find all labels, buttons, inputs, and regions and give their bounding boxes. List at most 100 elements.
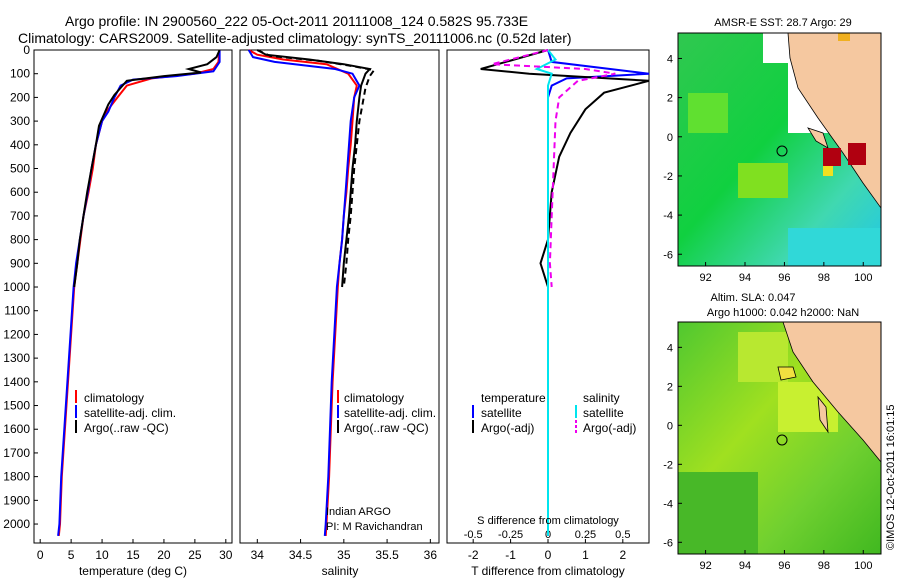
sla-map-title: Altim. SLA: 0.047	[711, 292, 796, 304]
sumatra-land	[782, 322, 881, 463]
salinity-x-label: salinity	[322, 564, 359, 578]
depth-tick-label: 400	[10, 138, 30, 152]
s-tick-label: 0.5	[615, 529, 630, 541]
x-tick-label: 1	[582, 548, 589, 562]
legend-satellite-label: satellite-adj. clim.	[84, 406, 176, 420]
lat-tick-label: -2	[663, 171, 673, 183]
series-line	[480, 49, 650, 288]
legend-temperature-heading: temperature	[481, 391, 546, 405]
figure-title-line2: Climatology: CARS2009. Satellite-adjuste…	[18, 30, 572, 46]
lon-tick-label: 92	[699, 272, 711, 284]
s-tick-label: -0.25	[498, 529, 523, 541]
s-tick-label: -0.5	[464, 529, 483, 541]
depth-tick-label: 600	[10, 185, 30, 199]
depth-tick-label: 1400	[3, 375, 30, 389]
lat-tick-label: 4	[667, 53, 673, 65]
depth-tick-label: 1600	[3, 422, 30, 436]
series-line	[256, 49, 376, 288]
x-tick-label: 0	[37, 548, 44, 562]
lat-tick-label: 0	[667, 420, 673, 432]
salinity-panel: 34 34.5 35 35.5 36 salinity climatology sate…	[239, 49, 440, 578]
lon-tick-label: 98	[818, 560, 830, 572]
series-line	[57, 50, 221, 537]
depth-tick-label: 1700	[3, 446, 30, 460]
sst-map-axes: 92 94 96 98 100 4 2 0 -2 -4 -6	[663, 53, 872, 284]
sst-hot-pixel	[838, 33, 850, 41]
series-line	[247, 49, 361, 536]
depth-tick-label: 1000	[3, 280, 30, 294]
s-tick-label: 0.25	[575, 529, 596, 541]
depth-axis: 0 100 200 300 400 500 600 700 800 900 1000 1100 1200…	[3, 43, 38, 531]
series-line	[73, 49, 221, 288]
depth-tick-label: 200	[10, 90, 30, 104]
lon-tick-label: 92	[699, 560, 711, 572]
depth-tick-label: 1100	[4, 304, 30, 318]
lat-tick-label: 2	[667, 93, 673, 105]
x-tick-label: 30	[219, 548, 233, 562]
lon-tick-label: 100	[854, 560, 872, 572]
operator-label: Indian ARGO	[326, 506, 391, 518]
temperature-x-axis: 0 5 10 15 20 25 30	[37, 539, 233, 562]
imos-timestamp: ©IMOS 12-Oct-2011 16:01:15	[885, 405, 897, 550]
depth-tick-label: 900	[10, 256, 30, 270]
legend-t-satellite-label: satellite	[481, 406, 522, 420]
depth-tick-label: 1300	[3, 351, 30, 365]
lon-tick-label: 98	[818, 272, 830, 284]
temperature-x-label: temperature (deg C)	[79, 564, 187, 578]
series-line	[248, 49, 358, 536]
series-line	[57, 49, 221, 537]
lat-tick-label: 2	[667, 381, 673, 393]
series-line	[491, 49, 616, 288]
depth-tick-label: 1500	[3, 399, 30, 413]
x-tick-label: 25	[188, 548, 202, 562]
sst-hot-pixel	[823, 166, 833, 176]
legend-t-argo-label: Argo(-adj)	[481, 421, 534, 435]
lon-tick-label: 100	[854, 272, 872, 284]
island-land	[817, 395, 829, 434]
legend-argo-label: Argo(..raw -QC)	[344, 421, 429, 435]
x-tick-label: 35	[337, 548, 351, 562]
x-tick-label: 35.5	[375, 548, 399, 562]
t-difference-x-axis: -2 -1 0 1 2	[468, 539, 626, 562]
legend-salinity-heading: salinity	[583, 391, 620, 405]
sst-map-frame	[677, 32, 882, 267]
series-line	[534, 49, 558, 536]
sst-map-title: AMSR-E SST: 28.7 Argo: 29	[714, 17, 852, 29]
argo-position-marker	[776, 145, 788, 157]
sla-map-area	[678, 322, 881, 554]
lat-tick-label: -6	[663, 537, 673, 549]
pi-label: PI: M Ravichandran	[326, 521, 423, 533]
depth-tick-label: 2000	[3, 517, 30, 531]
s-difference-x-label: S difference from climatology	[477, 515, 619, 527]
x-tick-label: 2	[619, 548, 626, 562]
legend-climatology-label: climatology	[344, 391, 404, 405]
legend-s-satellite-label: satellite	[583, 406, 624, 420]
lon-tick-label: 94	[739, 272, 751, 284]
sst-warm-patch	[688, 93, 728, 133]
legend-argo-label: Argo(..raw -QC)	[84, 421, 169, 435]
difference-legend: temperature satellite Argo(-adj) salinit…	[472, 391, 636, 435]
depth-tick-label: 1200	[3, 327, 30, 341]
temperature-panel: 0100200300400500600700800900100011001200…	[3, 43, 233, 578]
sst-warm-patch	[738, 163, 788, 198]
temperature-legend: climatology satellite-adj. clim. Argo(..…	[75, 390, 176, 435]
sla-map-subtitle: Argo h1000: 0.042 h2000: NaN	[707, 307, 859, 319]
figure-title-line1: Argo profile: IN 2900560_222 05-Oct-2011…	[65, 13, 528, 29]
lat-tick-label: -6	[663, 249, 673, 261]
sst-hot-pixel	[848, 143, 866, 165]
x-tick-label: 10	[95, 548, 109, 562]
sla-map-axes: 92 94 96 98 100 4 2 0 -2 -4 -6	[663, 342, 872, 572]
lat-tick-label: 0	[667, 132, 673, 144]
depth-tick-label: 1900	[3, 493, 30, 507]
sst-map-area	[678, 33, 881, 266]
x-tick-label: -1	[505, 548, 516, 562]
lon-tick-label: 96	[778, 272, 790, 284]
salinity-plot-frame	[239, 49, 440, 544]
series-line	[256, 49, 372, 288]
sla-map-panel: Altim. SLA: 0.047 Argo h1000: 0.042 h200…	[663, 292, 882, 572]
depth-tick-label: 300	[10, 114, 30, 128]
depth-tick-label: 100	[10, 67, 30, 81]
sst-cool-patch	[788, 228, 881, 266]
lat-tick-label: -4	[663, 498, 673, 510]
